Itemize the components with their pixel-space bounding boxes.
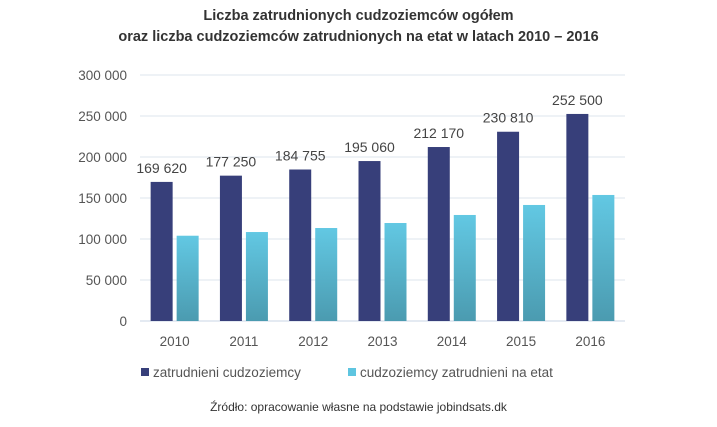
bar-2012-total — [289, 169, 312, 321]
bar-2014-total — [427, 147, 450, 321]
x-tick-label: 2010 — [160, 334, 190, 349]
chart-title-line1: Liczba zatrudnionych cudzoziemców ogółem — [203, 8, 514, 24]
x-tick-label: 2011 — [229, 334, 258, 349]
legend-label-total: zatrudnieni cudzoziemcy — [153, 365, 301, 380]
y-tick-label: 300 000 — [78, 68, 127, 83]
bar-chart: 0 50 000 100 000 150 000 200 000 250 000 300 0… — [78, 68, 625, 380]
y-tick-label: 250 000 — [78, 109, 127, 124]
x-tick-label: 2014 — [437, 334, 468, 349]
bar-2011-total — [219, 175, 242, 321]
bar-2011-etat — [245, 232, 268, 321]
bar-2013-total — [358, 161, 381, 321]
data-label: 177 250 — [206, 154, 257, 170]
y-tick-label: 150 000 — [78, 191, 127, 206]
y-tick-label: 100 000 — [78, 232, 127, 247]
bar-2014-etat — [453, 214, 476, 321]
data-label: 195 060 — [344, 139, 395, 155]
bar-2012-etat — [315, 228, 338, 321]
x-tick-label: 2016 — [575, 334, 605, 349]
x-tick-label: 2015 — [506, 334, 536, 349]
y-tick-label: 200 000 — [78, 150, 127, 165]
x-tick-label: 2012 — [298, 334, 328, 349]
bar-2010-etat — [176, 235, 199, 321]
x-tick-label: 2013 — [367, 334, 397, 349]
bar-2015-etat — [523, 204, 546, 321]
data-label: 169 620 — [136, 160, 187, 176]
bar-2013-etat — [384, 223, 407, 321]
y-tick-label: 50 000 — [86, 273, 127, 288]
chart-title: Liczba zatrudnionych cudzoziemców ogółem… — [0, 6, 717, 48]
legend-swatch-total — [141, 368, 149, 376]
data-label: 252 500 — [552, 92, 603, 108]
bar-2015-total — [497, 131, 520, 321]
chart-title-line2: oraz liczba cudzoziemców zatrudnionych n… — [118, 29, 599, 45]
legend-swatch-etat — [348, 368, 356, 376]
legend-label-etat: cudzoziemcy zatrudnieni na etat — [360, 365, 553, 380]
bar-2016-etat — [592, 194, 615, 321]
bar-2016-total — [566, 113, 589, 321]
source-note: Źródło: opracowanie własne na podstawie … — [210, 400, 507, 414]
data-label: 230 810 — [483, 110, 534, 126]
data-label: 212 170 — [413, 125, 464, 141]
data-label: 184 755 — [275, 148, 326, 164]
y-tick-label: 0 — [119, 314, 127, 329]
bar-2010-total — [150, 181, 173, 321]
